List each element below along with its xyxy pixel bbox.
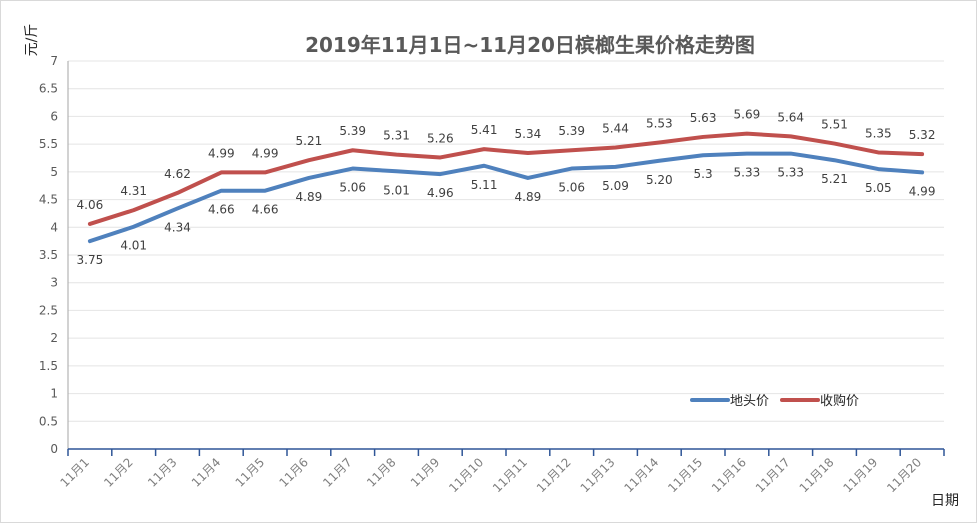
data-label: 4.99	[909, 184, 936, 198]
x-tick-label: 11月11	[490, 455, 530, 495]
y-tick-label: 2	[50, 331, 58, 345]
y-tick-label: 1.5	[39, 359, 58, 373]
y-tick-label: 0.5	[39, 414, 58, 428]
data-label: 5.63	[690, 111, 717, 125]
y-tick-label: 5	[50, 165, 58, 179]
data-label: 5.32	[909, 128, 936, 142]
x-tick-label: 11月9	[408, 455, 443, 490]
data-label: 4.06	[77, 198, 104, 212]
y-axis-label: 元/斤	[24, 24, 40, 57]
data-label: 4.89	[296, 190, 323, 204]
x-tick-labels: 11月1 11月2 11月3 11月4 11月5 11月6 11月7 11月8 11月9 11月1…	[57, 455, 924, 495]
y-tick-label: 4.5	[39, 193, 58, 207]
x-tick-label: 11月8	[364, 455, 399, 490]
y-tick-label: 6	[50, 109, 58, 123]
y-tick-label: 7	[50, 54, 58, 68]
data-label: 5.64	[777, 110, 804, 124]
y-tick-labels: 0 0.5 1 1.5 2 2.5 3 3.5 4 4.5 5 5.5 6 6.5 7	[39, 54, 58, 456]
x-tick-label: 11月17	[753, 455, 793, 495]
data-label: 5.33	[734, 166, 761, 180]
x-tick-label: 11月1	[57, 455, 92, 490]
data-label: 5.53	[646, 116, 673, 130]
gridlines	[68, 60, 944, 422]
series-lines	[87, 131, 925, 244]
x-tick-label: 11月6	[276, 455, 311, 490]
legend-label: 地头价	[730, 394, 769, 409]
data-label: 5.11	[471, 178, 498, 192]
x-tick-label: 11月15	[665, 455, 705, 495]
data-label: 5.09	[602, 179, 629, 193]
data-label: 5.21	[821, 172, 848, 186]
series-line-2	[87, 131, 925, 226]
legend: 地头价 收购价	[690, 393, 859, 409]
x-tick-label: 11月4	[189, 455, 224, 490]
data-label: 5.06	[339, 181, 366, 195]
data-label: 4.89	[515, 190, 542, 204]
data-label: 5.26	[427, 131, 454, 145]
x-axis-label: 日期	[931, 493, 959, 509]
data-label: 5.34	[515, 127, 542, 141]
data-label: 4.62	[164, 167, 191, 181]
data-label: 5.51	[821, 118, 848, 132]
data-label: 5.41	[471, 123, 498, 137]
x-tick-label: 11月13	[578, 455, 618, 495]
y-tick-label: 6.5	[39, 82, 58, 96]
data-label: 5.44	[602, 121, 629, 135]
data-label: 5.39	[558, 124, 585, 138]
x-tick-label: 11月18	[797, 455, 837, 495]
y-tick-label: 4	[50, 220, 58, 234]
x-tick-label: 11月3	[145, 455, 180, 490]
x-tick-label: 11月14	[621, 455, 661, 495]
data-label: 3.75	[77, 253, 104, 267]
data-label: 5.39	[339, 124, 366, 138]
y-tick-label: 5.5	[39, 137, 58, 151]
axes	[67, 61, 945, 456]
data-label: 5.3	[694, 167, 713, 181]
data-label: 4.99	[252, 146, 279, 160]
data-label: 4.66	[252, 203, 279, 217]
data-label: 4.99	[208, 146, 235, 160]
series-line-1	[87, 151, 925, 244]
x-tick-label: 11月12	[534, 455, 574, 495]
data-label: 5.01	[383, 183, 410, 197]
data-label: 5.69	[734, 108, 761, 122]
data-label: 4.96	[427, 186, 454, 200]
data-label: 4.66	[208, 203, 235, 217]
y-tick-label: 0	[50, 442, 58, 456]
data-label: 5.20	[646, 173, 673, 187]
data-label: 4.34	[164, 220, 191, 234]
y-tick-label: 3.5	[39, 248, 58, 262]
data-label: 5.05	[865, 181, 892, 195]
x-tick-label: 11月19	[840, 455, 880, 495]
y-tick-label: 3	[50, 276, 58, 290]
y-tick-label: 1	[50, 387, 58, 401]
x-tick-label: 11月10	[446, 455, 486, 495]
x-tick-label: 11月16	[709, 455, 749, 495]
x-tick-label: 11月20	[884, 455, 924, 495]
data-label: 5.35	[865, 126, 892, 140]
data-label: 5.21	[296, 134, 323, 148]
x-tick-label: 11月5	[233, 455, 268, 490]
data-label: 4.01	[120, 239, 147, 253]
data-labels: 3.75 4.01 4.34 4.66 4.66 4.89 5.06 5.01 4.96 5.11…	[77, 108, 936, 268]
x-tick-label: 11月2	[101, 455, 136, 490]
data-label: 5.06	[558, 181, 585, 195]
data-label: 4.31	[120, 184, 147, 198]
y-tick-label: 2.5	[39, 303, 58, 317]
legend-label: 收购价	[820, 393, 859, 409]
data-label: 5.33	[777, 166, 804, 180]
chart-title: 2019年11月1日~11月20日槟榔生果价格走势图	[305, 33, 755, 57]
x-tick-label: 11月7	[320, 455, 355, 490]
data-label: 5.31	[383, 129, 410, 143]
